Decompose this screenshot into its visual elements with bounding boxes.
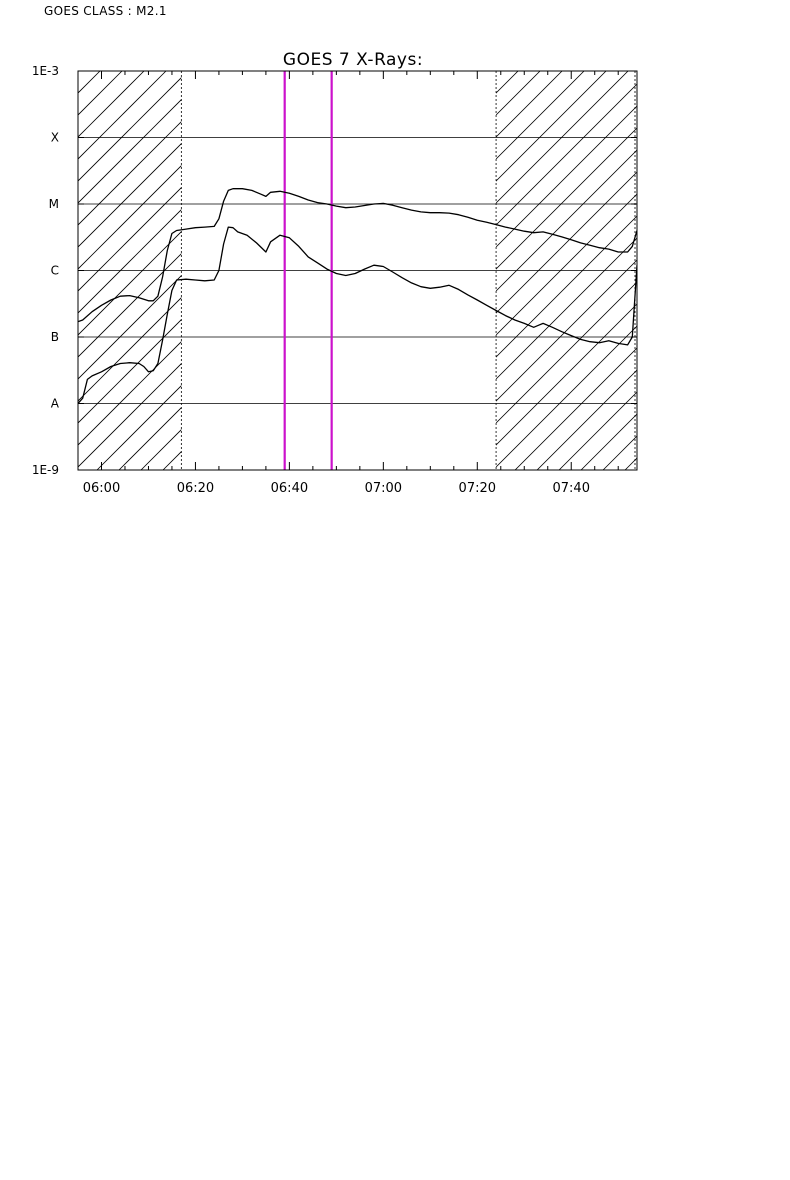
marker-lines xyxy=(283,71,333,470)
x-tick-label: 07:40 xyxy=(553,481,590,496)
y-axis-ticks: 1E-3 X M C B A 1E-9 xyxy=(32,64,637,477)
x-tick-label: 06:20 xyxy=(177,481,214,496)
y-tick-label: C xyxy=(51,264,59,278)
y-tick-label: B xyxy=(51,330,59,344)
x-axis-ticks: 06:00 06:20 06:40 07:00 07:20 07:40 xyxy=(77,71,619,496)
series-line-0 xyxy=(78,188,637,323)
horizontal-grid xyxy=(78,137,637,404)
chart-title: GOES 7 X-Rays: xyxy=(283,50,423,70)
y-tick-label: A xyxy=(51,397,60,411)
series-lines xyxy=(78,188,637,404)
x-tick-label: 06:40 xyxy=(271,481,308,496)
x-tick-label: 06:00 xyxy=(83,481,120,496)
x-tick-label: 07:00 xyxy=(365,481,402,496)
y-tick-label: M xyxy=(49,197,59,211)
y-tick-label: 1E-3 xyxy=(32,64,59,78)
x-tick-label: 07:20 xyxy=(459,481,496,496)
y-tick-label: 1E-9 xyxy=(32,463,59,477)
goes-class-label: GOES CLASS : M2.1 xyxy=(44,4,167,18)
series-line-1 xyxy=(78,226,637,404)
y-tick-label: X xyxy=(51,131,59,145)
